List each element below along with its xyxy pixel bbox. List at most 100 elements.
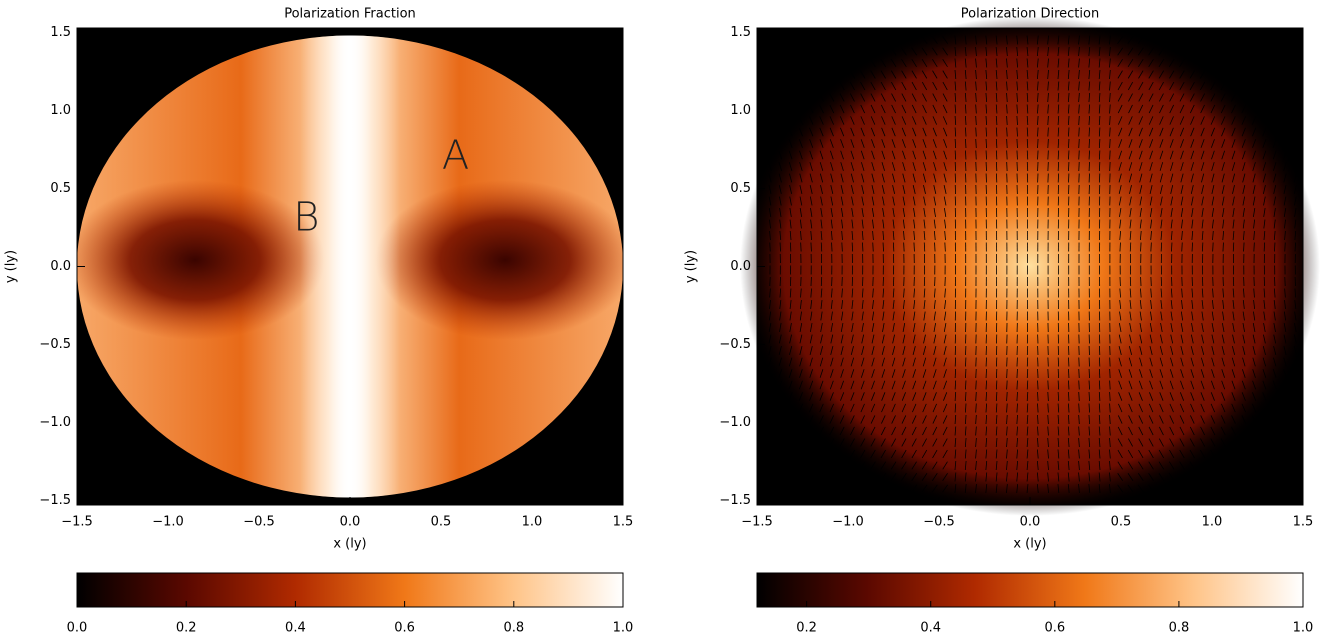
- needle: [1038, 139, 1039, 148]
- needle: [811, 243, 812, 252]
- needle: [1079, 139, 1080, 148]
- y-tick-label: 1.5: [730, 25, 751, 40]
- x-tick-label: −1.5: [741, 515, 773, 530]
- x-tick-label: 0.5: [431, 515, 452, 530]
- needle: [1110, 381, 1111, 390]
- needle: [1171, 243, 1172, 252]
- needle: [1048, 139, 1049, 148]
- needle: [1254, 243, 1255, 252]
- y-tick-label: −1.0: [719, 415, 751, 430]
- needle: [1017, 392, 1018, 401]
- needle: [821, 243, 822, 252]
- needle: [914, 243, 915, 252]
- needle: [883, 243, 884, 252]
- needle: [842, 243, 843, 252]
- needle: [1068, 392, 1069, 401]
- needle: [1223, 243, 1224, 252]
- y-axis-label: y (ly): [4, 250, 19, 283]
- needle: [1099, 392, 1100, 401]
- needle: [1141, 243, 1142, 252]
- y-tick-label: −1.0: [39, 415, 71, 430]
- needle: [1182, 243, 1183, 252]
- needle: [893, 243, 894, 252]
- needle: [976, 139, 977, 148]
- needle: [924, 243, 925, 252]
- needle: [1058, 381, 1059, 390]
- x-tick-label: 0.0: [1020, 515, 1041, 530]
- needle: [1244, 243, 1245, 252]
- needle: [1285, 243, 1286, 252]
- x-tick-label: 0.0: [340, 515, 361, 530]
- needle: [986, 381, 987, 390]
- colorbar-tick-label: 0.0: [67, 621, 88, 636]
- colorbar-tick-label: 0.6: [1044, 621, 1065, 636]
- needle: [1089, 139, 1090, 148]
- x-tick-label: −1.0: [832, 515, 864, 530]
- needle: [1079, 381, 1080, 390]
- needle: [1110, 392, 1111, 401]
- needle: [1120, 243, 1121, 252]
- annotation: B: [293, 195, 319, 241]
- x-tick-label: −1.5: [61, 515, 93, 530]
- needle: [996, 381, 997, 390]
- chart-title: Polarization Fraction: [284, 7, 416, 22]
- x-tick-label: 1.5: [613, 515, 634, 530]
- needle: [996, 392, 997, 401]
- needle: [976, 392, 977, 401]
- needle: [801, 243, 802, 252]
- y-tick-label: 0.5: [50, 181, 71, 196]
- annotation: A: [442, 132, 469, 178]
- y-tick-label: 1.0: [730, 103, 751, 118]
- needle: [1089, 381, 1090, 390]
- needle: [986, 392, 987, 401]
- needle: [955, 392, 956, 401]
- needle: [945, 243, 946, 252]
- x-axis-label: x (ly): [333, 537, 366, 552]
- needle: [1017, 381, 1018, 390]
- needle: [1017, 139, 1018, 148]
- needle: [1192, 243, 1193, 252]
- needle: [976, 381, 977, 390]
- needle: [1161, 243, 1162, 252]
- needle: [1007, 392, 1008, 401]
- needle: [955, 139, 956, 148]
- chart-title: Polarization Direction: [961, 7, 1099, 22]
- colorbar-tick-label: 0.2: [796, 621, 817, 636]
- needle: [1099, 381, 1100, 390]
- colorbar-tick-label: 0.8: [503, 621, 524, 636]
- x-tick-label: 1.0: [522, 515, 543, 530]
- needle: [1264, 243, 1265, 252]
- y-axis-label: y (ly): [684, 250, 699, 283]
- x-tick-label: −1.0: [152, 515, 184, 530]
- needle: [1099, 139, 1100, 148]
- y-tick-label: 1.0: [50, 103, 71, 118]
- needle: [873, 243, 874, 252]
- needle: [1027, 139, 1028, 148]
- needle: [1089, 392, 1090, 401]
- x-axis-label: x (ly): [1013, 537, 1046, 552]
- needle: [1079, 392, 1080, 401]
- intensity-image: [740, 16, 1320, 516]
- needle: [1068, 139, 1069, 148]
- needle: [935, 243, 936, 252]
- x-tick-label: −0.5: [923, 515, 955, 530]
- colorbar-tick-label: 0.2: [176, 621, 197, 636]
- x-tick-label: 1.5: [1293, 515, 1314, 530]
- colorbar-tick-label: 1.0: [613, 621, 634, 636]
- colorbar-tick-label: 1.0: [1293, 621, 1314, 636]
- y-tick-label: 0.0: [730, 259, 751, 274]
- y-tick-label: −1.5: [719, 493, 751, 508]
- needle: [852, 243, 853, 252]
- needle: [1048, 381, 1049, 390]
- needle: [1058, 392, 1059, 401]
- needle: [1007, 381, 1008, 390]
- colorbar-tick-label: 0.4: [285, 621, 306, 636]
- y-tick-label: 1.5: [50, 25, 71, 40]
- needle: [904, 243, 905, 252]
- needle: [1295, 243, 1296, 252]
- y-tick-label: −1.5: [39, 493, 71, 508]
- needle: [965, 392, 966, 401]
- needle: [996, 139, 997, 148]
- needle: [1110, 139, 1111, 148]
